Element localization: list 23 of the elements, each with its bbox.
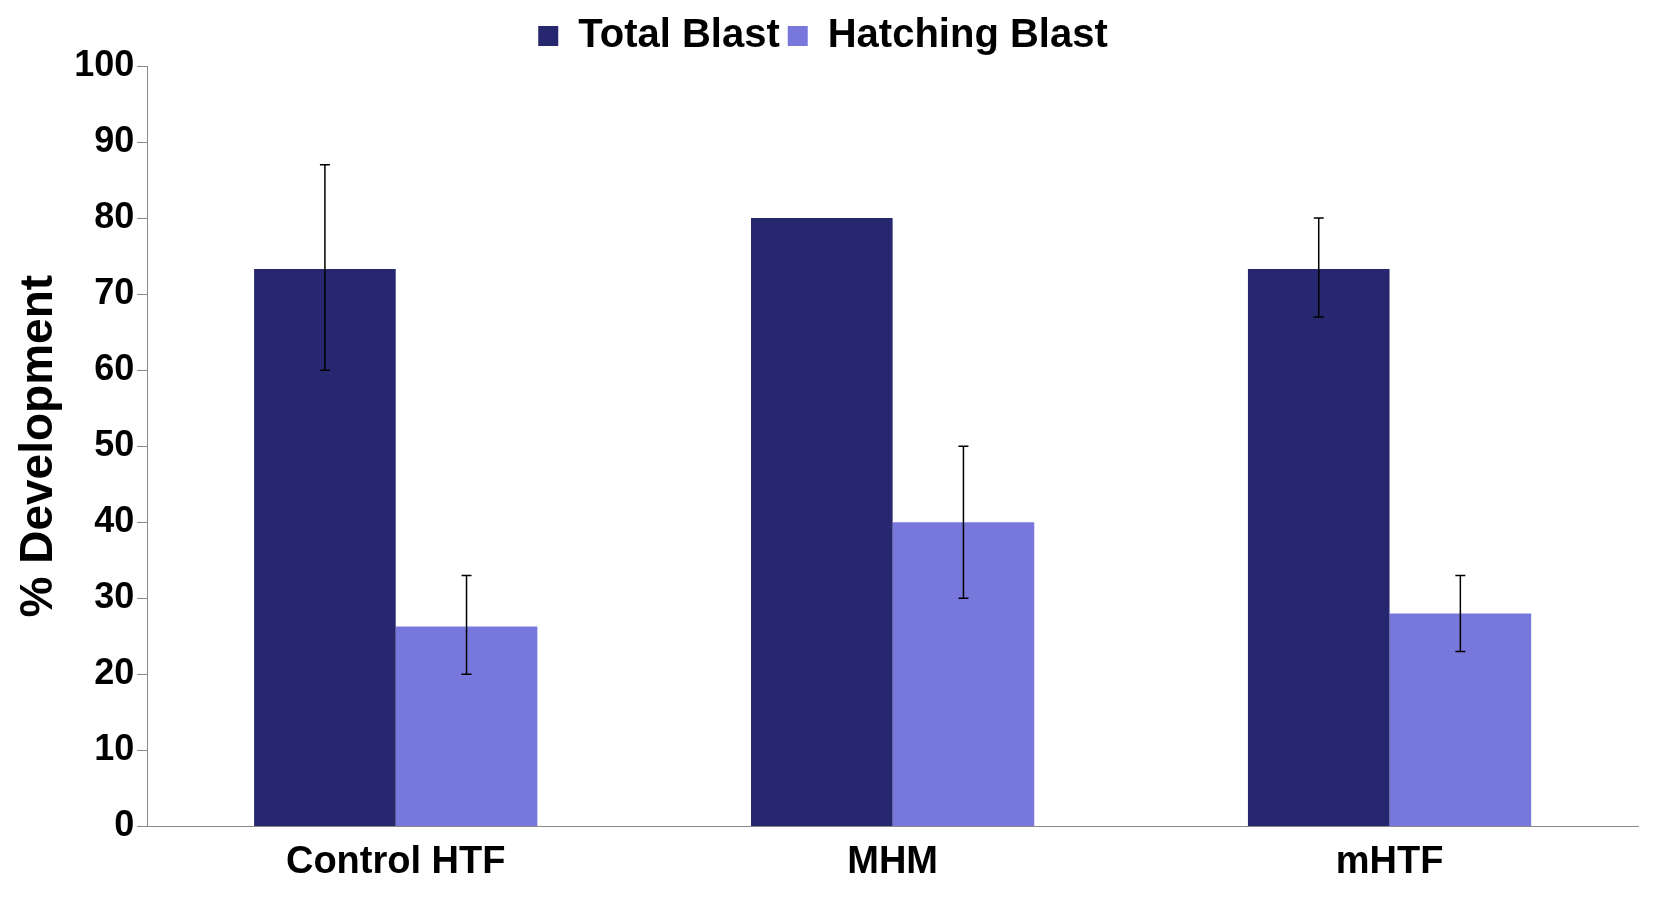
bar (1247, 269, 1390, 826)
y-tick-label: 20 (94, 651, 135, 693)
y-tick-label: 0 (114, 803, 135, 845)
y-tick-label: 70 (94, 271, 135, 313)
y-tick-label: 50 (94, 423, 135, 465)
x-tick-label: Control HTF (285, 838, 506, 881)
x-tick-label: mHTF (1335, 838, 1444, 881)
bar (751, 218, 893, 826)
y-tick-label: 10 (94, 727, 135, 769)
legend-label: Hatching Blast (827, 11, 1108, 56)
bar (254, 269, 396, 826)
bar (1389, 613, 1532, 826)
y-tick-label: 90 (94, 118, 135, 160)
y-tick-label: 60 (94, 347, 135, 389)
x-tick-label: MHM (847, 838, 939, 881)
y-tick-label: 80 (94, 195, 135, 236)
y-tick-label: 30 (94, 575, 135, 617)
y-axis-title: % Development (10, 274, 63, 618)
legend-label: Total Blast (578, 11, 780, 56)
y-tick-label: 40 (94, 499, 135, 541)
bar (892, 522, 1035, 826)
bar (395, 626, 538, 826)
y-tick-label: 100 (74, 42, 135, 84)
